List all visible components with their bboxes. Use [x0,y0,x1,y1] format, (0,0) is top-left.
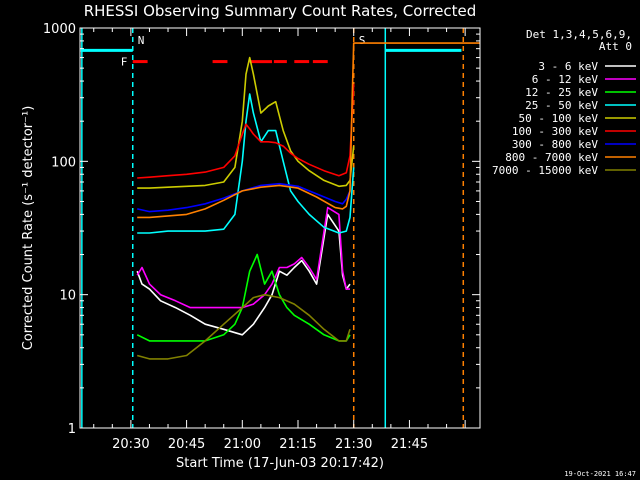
flare-label: F [121,56,128,69]
legend-label: 3 - 6 keV [538,60,598,73]
y-tick-label: 1000 [43,22,76,37]
series-line [137,182,351,213]
x-tick-label: 21:15 [279,437,316,452]
legend-label: 12 - 25 keV [525,86,598,99]
annotation-label: S [359,34,366,47]
x-axis-label: Start Time (17-Jun-03 20:17:42) [176,456,384,471]
legend-label: 25 - 50 keV [525,99,598,112]
legend-header: Att 0 [599,40,632,53]
legend-label: 800 - 7000 keV [505,151,598,164]
series-line [137,93,355,234]
legend-header: Det 1,3,4,5,6,9, [526,28,632,41]
legend-label: 300 - 800 keV [512,138,598,151]
x-tick-label: 21:45 [391,437,428,452]
legend-label: 6 - 12 keV [532,73,599,86]
series-line [137,42,480,219]
axes: 1 10 100 1000 20:30 20:45 21:00 21:15 21:30 21:45 [43,22,481,452]
legend-label: 50 - 100 keV [519,112,599,125]
annotation-label: N [138,34,145,47]
y-axis-label: Corrected Count Rate (s⁻¹ detector⁻¹) [21,106,36,351]
series-layer [136,42,480,360]
series-line [137,83,355,179]
legend-label: 7000 - 15000 keV [492,164,598,177]
y-tick-label: 10 [59,289,76,304]
x-tick-label: 20:45 [168,437,205,452]
footer-date: 19-Oct-2021 16:47 [564,470,636,478]
series-line [136,253,351,342]
x-tick-label: 20:30 [112,437,149,452]
legend-label: 100 - 300 keV [512,125,598,138]
plot-frame [79,27,481,429]
series-line [136,293,351,360]
chart-title: RHESSI Observing Summary Count Rates, Co… [84,2,477,20]
series-line [136,206,350,309]
x-tick-label: 21:00 [224,437,261,452]
y-tick-label: 100 [51,155,76,170]
series-line [136,213,351,336]
x-tick-label: 21:30 [335,437,372,452]
y-tick-label: 1 [68,422,76,437]
series-line [137,56,355,189]
annotations: N S F [80,28,465,428]
